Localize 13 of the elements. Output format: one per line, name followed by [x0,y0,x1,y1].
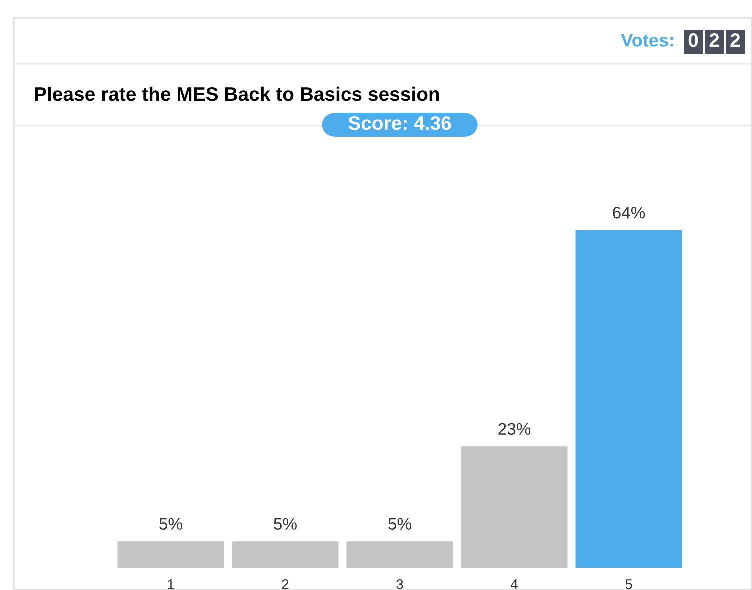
text: Votes: [621,34,674,47]
data-label: 5% [160,518,182,530]
x-tick-label: 2 [282,579,289,590]
x-tick-label: 4 [510,580,518,590]
x-tick-label: 5 [626,580,632,590]
text: Score: 4.36 [348,116,452,130]
x-tick-label: 1 [168,580,174,590]
data-label: 23% [498,423,531,436]
data-label: 5% [388,518,412,530]
chart-title: Please rate the MES Back to Basics session [35,86,440,102]
data-label: 5% [274,518,297,530]
data-label: 64% [613,206,646,219]
x-tick-label: 3 [396,579,404,590]
